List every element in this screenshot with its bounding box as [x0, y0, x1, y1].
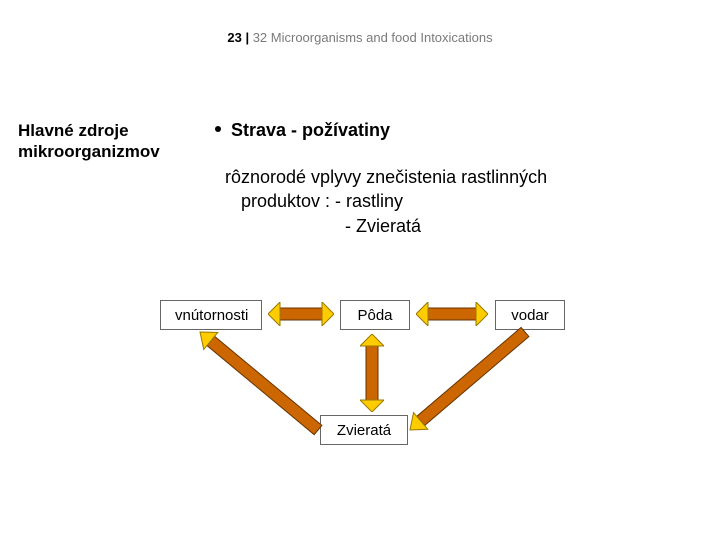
body-line-3: - Zvieratá [225, 214, 705, 238]
diagram-node-zvierata: Zvieratá [320, 415, 408, 445]
arrow-icon [186, 318, 332, 444]
section-title: Hlavné zdroje mikroorganizmov [18, 120, 198, 163]
section-title-line1: Hlavné zdroje [18, 120, 198, 141]
arrow-icon [396, 318, 539, 444]
body-text: rôznorodé vplyvy znečistenia rastlinných… [225, 165, 705, 238]
slide-header: 23 | 32 Microorganisms and food Intoxica… [0, 30, 720, 45]
body-line-1: rôznorodé vplyvy znečistenia rastlinných [225, 165, 705, 189]
bullet-dot-icon [215, 126, 221, 132]
arrow-icon [360, 334, 384, 412]
bullet-label: Strava - požívatiny [231, 120, 390, 140]
bullet-item: Strava - požívatiny [215, 120, 390, 141]
page-number: 23 | [227, 30, 249, 45]
slide-page: 23 | 32 Microorganisms and food Intoxica… [0, 0, 720, 540]
chapter-title: 32 Microorganisms and food Intoxications [249, 30, 493, 45]
body-line-2: produktov : - rastliny [225, 189, 705, 213]
section-title-line2: mikroorganizmov [18, 141, 198, 162]
